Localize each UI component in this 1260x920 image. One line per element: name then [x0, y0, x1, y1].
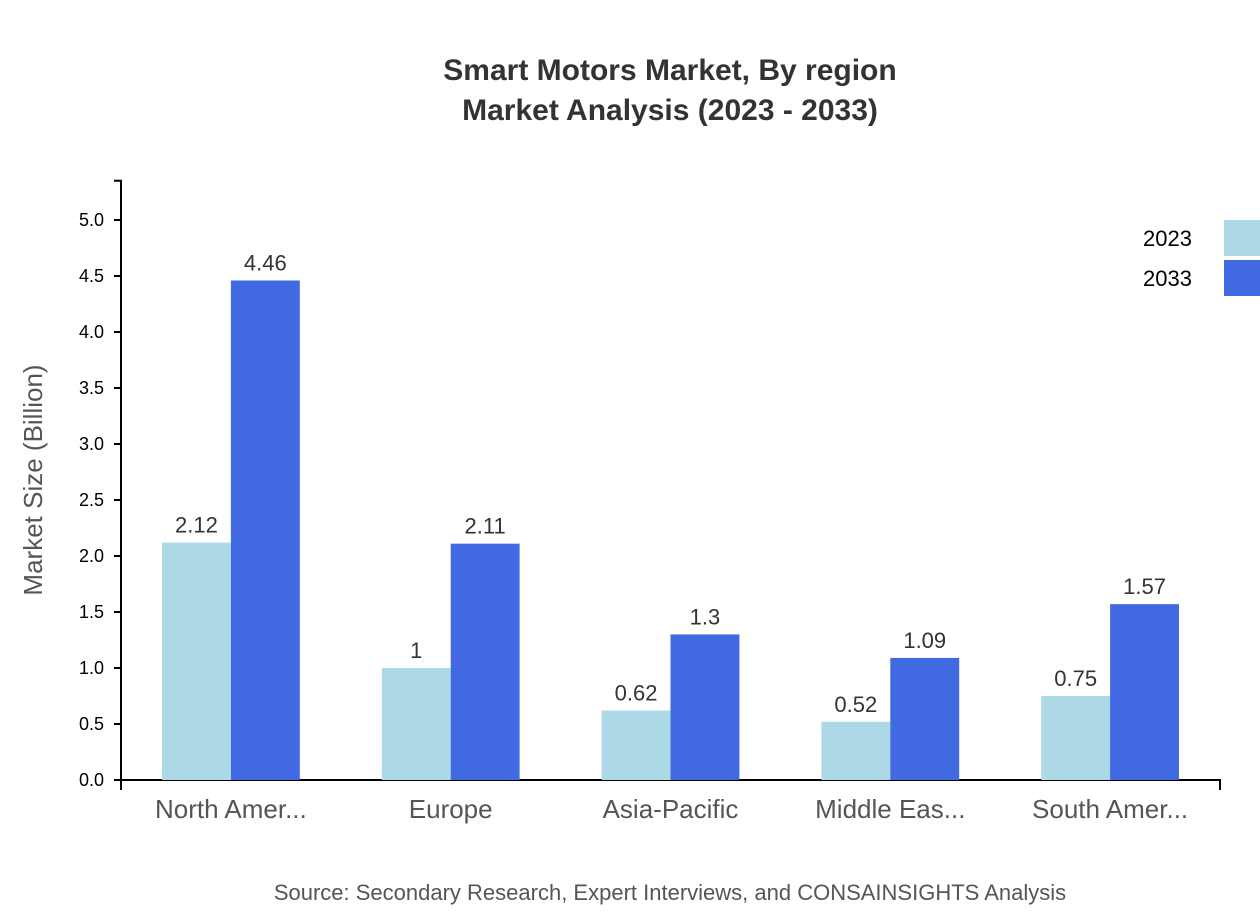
data-label: 0.62 [615, 681, 658, 706]
bar-2023 [601, 710, 671, 780]
bar-2033 [1110, 604, 1179, 780]
x-tick-label: North Amer... [155, 794, 307, 824]
y-tick-label: 4.5 [79, 266, 104, 286]
y-tick-label: 0.5 [79, 714, 104, 734]
y-tick-label: 0.0 [79, 770, 104, 790]
y-tick-label: 4.0 [79, 322, 104, 342]
data-label: 0.75 [1054, 666, 1097, 691]
y-tick-label: 3.5 [79, 378, 104, 398]
legend-label: 2023 [1143, 226, 1192, 251]
bar-2033 [450, 543, 520, 780]
x-tick-label: South Amer... [1032, 794, 1188, 824]
bar-2033 [670, 634, 740, 780]
bar-2023 [821, 721, 891, 780]
chart-subtitle: Market Analysis (2023 - 2033) [462, 94, 878, 127]
y-axis-label: Market Size (Billion) [18, 364, 48, 595]
x-axis-line [120, 779, 1221, 790]
data-label: 1.3 [690, 604, 721, 629]
bar-2033 [230, 280, 300, 780]
legend-label: 2033 [1143, 266, 1192, 291]
data-label: 1.57 [1123, 574, 1166, 599]
y-tick-label: 5.0 [79, 210, 104, 230]
data-label: 1 [410, 638, 422, 663]
data-label: 0.52 [834, 692, 877, 717]
data-label: 2.12 [175, 513, 218, 538]
chart-title: Smart Motors Market, By region [443, 54, 896, 87]
bar-2023 [162, 542, 231, 780]
data-label: 2.11 [465, 514, 506, 539]
y-tick-label: 3.0 [79, 434, 104, 454]
y-tick-label: 1.0 [79, 658, 104, 678]
legend-swatch-2023 [1224, 220, 1260, 256]
legend-swatch-2033 [1224, 260, 1260, 296]
x-tick-label: Middle Eas... [815, 794, 965, 824]
bar-2023 [1041, 696, 1111, 780]
bar-2033 [890, 657, 960, 780]
y-tick-label: 2.5 [79, 490, 104, 510]
y-tick-label: 2.0 [79, 546, 104, 566]
y-tick-label: 1.5 [79, 602, 104, 622]
x-tick-label: Europe [409, 794, 493, 824]
source-note: Source: Secondary Research, Expert Inter… [274, 880, 1066, 905]
bar-2023 [381, 668, 451, 780]
data-label: 4.46 [244, 250, 287, 275]
x-tick-label: Asia-Pacific [603, 794, 739, 824]
data-label: 1.09 [903, 628, 946, 653]
y-axis-line [114, 179, 122, 781]
